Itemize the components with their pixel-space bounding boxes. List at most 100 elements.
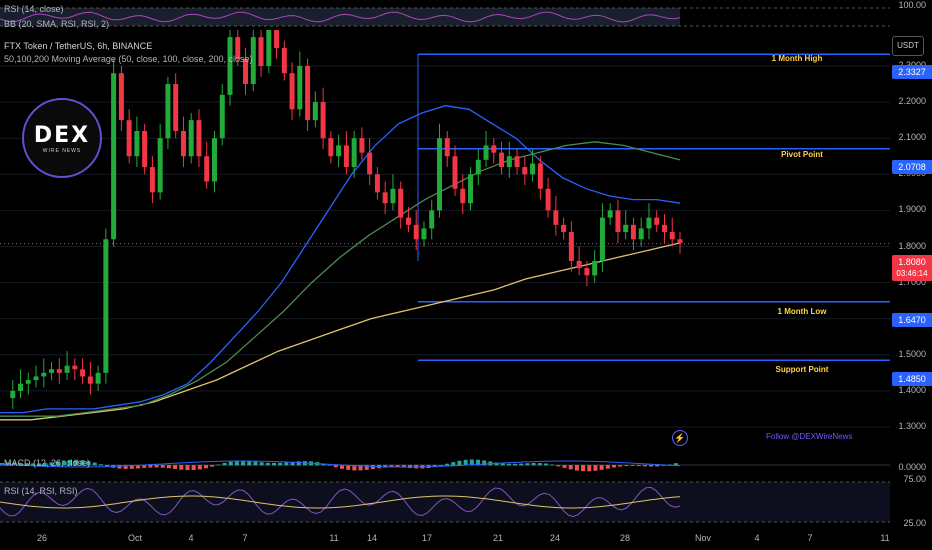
macd-bar <box>612 465 616 468</box>
time-tick: Nov <box>694 533 712 543</box>
candle-body <box>72 365 78 370</box>
macd-bar <box>401 465 406 468</box>
candle-body <box>537 163 543 189</box>
macd-bar <box>61 460 66 466</box>
macd-bar <box>55 461 60 466</box>
macd-bar <box>80 460 85 466</box>
macd-bar <box>562 465 567 468</box>
candle-body <box>328 138 334 157</box>
rsi-bottom-band <box>0 482 890 522</box>
candle-body <box>615 210 621 233</box>
candle-body <box>646 217 652 229</box>
macd-bar <box>364 465 369 470</box>
macd-bar <box>123 465 128 469</box>
macd-bar <box>18 462 23 466</box>
time-tick: 4 <box>188 533 194 543</box>
macd-bar <box>618 465 623 467</box>
macd-bar <box>216 464 221 466</box>
macd-bar <box>24 463 29 466</box>
price-tick: 1.5000 <box>898 348 926 359</box>
candle-body <box>243 58 249 85</box>
macd-bar <box>556 465 561 467</box>
level-tag-pivot: 2.0708 <box>892 160 932 174</box>
macd-pane: MACD (12, 26, close) 0.0000 <box>0 451 932 475</box>
macd-bar <box>395 465 400 468</box>
candle-body <box>235 37 241 59</box>
macd-bar <box>49 462 54 466</box>
candle-body <box>227 37 233 95</box>
macd-bar <box>352 465 357 471</box>
macd-bar <box>204 465 208 469</box>
macd-bar <box>154 465 159 468</box>
macd-bar <box>500 463 505 466</box>
macd-bar <box>346 465 351 470</box>
macd-bar <box>327 465 332 466</box>
candle-body <box>266 30 272 66</box>
candle-body <box>274 30 280 48</box>
rsi-bottom-plot <box>0 481 890 523</box>
macd-bar <box>469 459 474 466</box>
dex-logo: DEX WIRE NEWS <box>22 98 102 178</box>
time-tick: Oct <box>127 533 143 543</box>
countdown-tag: 03:46:14 <box>892 267 932 281</box>
time-tick: 28 <box>619 533 631 543</box>
price-tick: 2.1000 <box>898 132 926 143</box>
macd-bar <box>148 465 153 468</box>
macd-bar <box>482 460 487 466</box>
rsi-bottom-label: RSI (14, RSI, RSI) <box>4 486 78 496</box>
macd-bar <box>284 462 289 466</box>
candle-body <box>33 376 39 381</box>
candle-body <box>530 163 536 175</box>
time-tick: 11 <box>329 533 339 543</box>
candle-body <box>320 102 326 139</box>
candle-body <box>390 188 396 204</box>
candle-body <box>436 138 442 211</box>
candle-body <box>405 217 411 225</box>
macd-bar <box>358 465 363 471</box>
candle-body <box>460 188 466 204</box>
candle-body <box>491 145 497 153</box>
candle-body <box>297 66 303 110</box>
candle-body <box>204 156 210 182</box>
macd-bar <box>457 460 462 466</box>
time-tick: 4 <box>754 533 760 543</box>
macd-bar <box>673 463 678 466</box>
macd-bar <box>68 459 72 466</box>
rsi-top-tick: 100.00 <box>898 0 926 10</box>
candle-body <box>452 156 458 189</box>
candle-body <box>545 188 551 211</box>
macd-bar <box>370 465 375 470</box>
rsi-bottom-signal-line <box>0 495 681 509</box>
time-tick: 17 <box>421 533 433 543</box>
candle-body <box>289 73 295 110</box>
level-name-month-low: 1 Month Low <box>777 307 827 316</box>
price-chart[interactable] <box>0 30 890 450</box>
rsi-bottom-pane: RSI (14, RSI, RSI) 75.00 25.00 <box>0 474 932 528</box>
macd-bar <box>265 462 270 466</box>
macd-bar <box>185 465 190 471</box>
macd-bar <box>599 465 604 470</box>
macd-bar <box>37 463 42 466</box>
currency-button[interactable]: USDT <box>892 36 924 56</box>
macd-bar <box>191 465 196 471</box>
macd-bar <box>537 463 542 466</box>
candle-body <box>444 138 450 157</box>
time-tick: 24 <box>549 533 561 543</box>
candle-body <box>661 224 667 233</box>
rsi-top-line <box>0 11 681 23</box>
candle-body <box>118 73 124 121</box>
candle-body <box>382 192 388 204</box>
lightning-icon[interactable]: ⚡ <box>672 430 688 446</box>
candle-body <box>398 188 404 218</box>
candle-body <box>18 383 24 391</box>
candle-body <box>351 138 357 168</box>
macd-bar <box>574 465 579 471</box>
macd-bar <box>649 465 654 467</box>
price-tick: 1.4000 <box>898 384 926 395</box>
candle-body <box>111 73 117 240</box>
macd-bar <box>166 465 171 469</box>
macd-bar <box>129 465 134 469</box>
macd-bar <box>247 461 252 466</box>
chart-title: FTX Token / TetherUS, 6h, BINANCE <box>4 41 153 51</box>
macd-bar <box>179 465 184 470</box>
